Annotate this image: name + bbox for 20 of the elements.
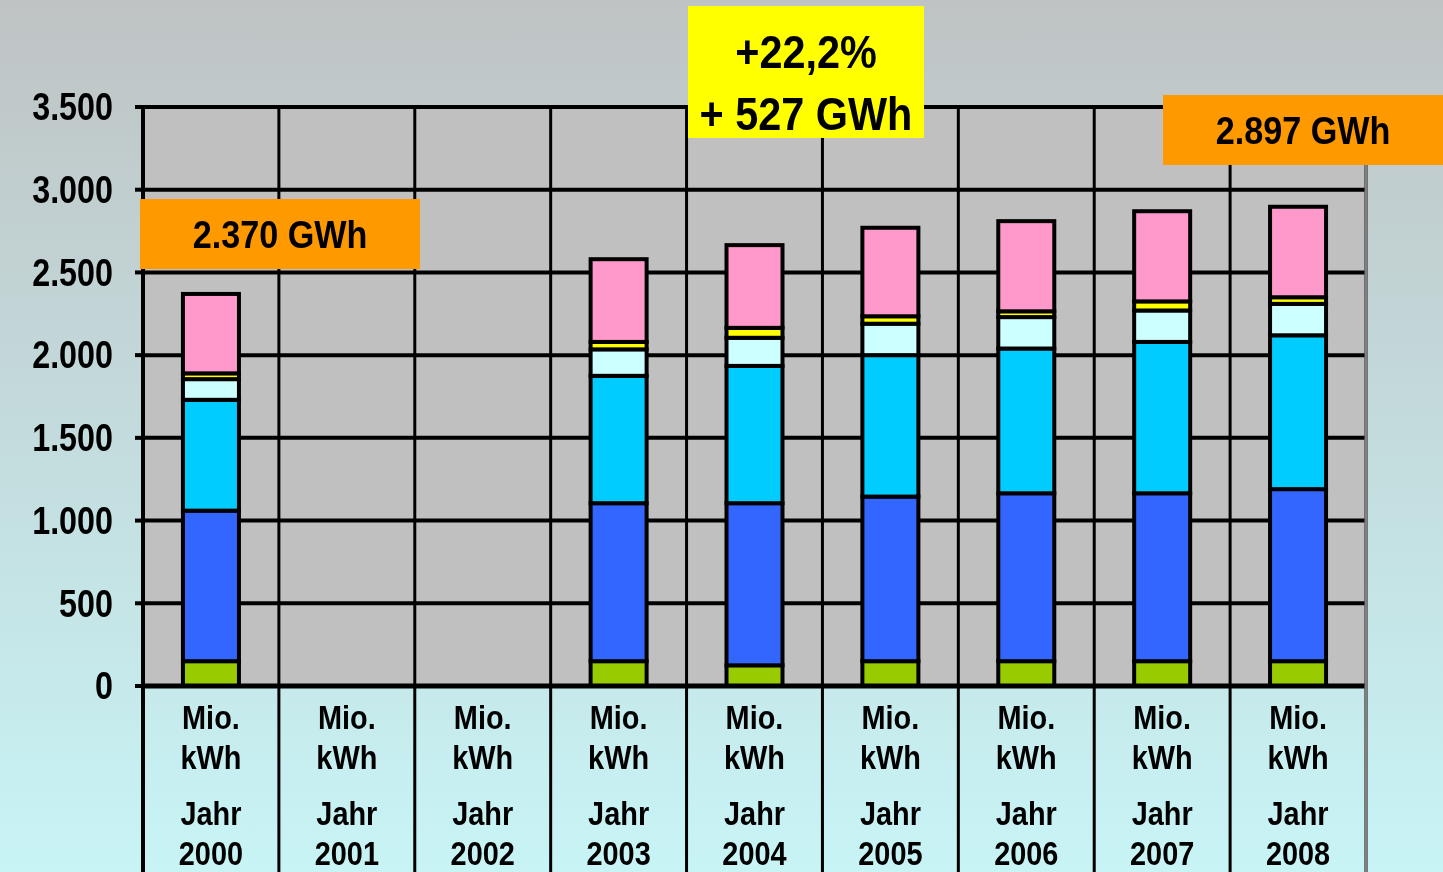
y-tick-label: 1.000 — [32, 499, 113, 542]
y-tick-label: 3.000 — [32, 168, 113, 211]
x-tick-label: Mio. kWh Jahr 2005 — [858, 697, 923, 872]
x-tick-label: Mio. kWh Jahr 2003 — [586, 697, 651, 872]
x-tick-label: Mio. kWh Jahr 2008 — [1265, 697, 1331, 872]
x-tick-label: Mio. kWh Jahr 2004 — [722, 697, 788, 872]
x-tick-label: Mio. kWh Jahr 2002 — [450, 697, 515, 872]
annotation: 2.897 GWh — [1215, 108, 1391, 153]
y-tick-label: 1.500 — [32, 416, 113, 459]
y-tick-label: 2.000 — [32, 333, 113, 376]
x-tick-label: Mio. kWh Jahr 2006 — [994, 697, 1059, 872]
y-tick-label: 3.500 — [32, 85, 113, 128]
y-tick-label: 0 — [95, 664, 113, 707]
x-tick-label: Mio. kWh Jahr 2000 — [178, 697, 244, 872]
y-tick-label: 2.500 — [32, 251, 113, 294]
x-tick-label: Mio. kWh Jahr 2001 — [314, 697, 379, 872]
x-tick-label: Mio. kWh Jahr 2007 — [1130, 697, 1195, 872]
annotation: +22,2% + 527 GWh — [699, 25, 913, 140]
annotation: 2.370 GWh — [192, 212, 368, 257]
y-tick-label: 500 — [59, 582, 113, 625]
